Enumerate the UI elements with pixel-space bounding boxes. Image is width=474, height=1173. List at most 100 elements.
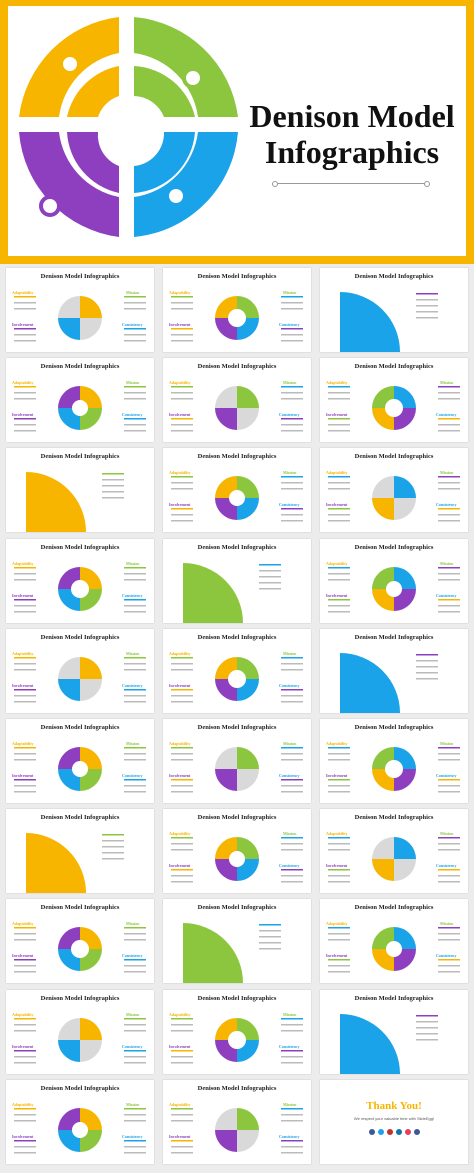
slide-thumbnail-title: Denison Model Infographics bbox=[354, 994, 434, 1002]
slide-thumbnail-graphic bbox=[328, 386, 460, 432]
slide-thumbnail-title: Denison Model Infographics bbox=[197, 363, 277, 371]
slide-thumbnail[interactable]: Denison Model Infographics bbox=[163, 899, 311, 984]
label-mission: Mission bbox=[283, 290, 297, 295]
label-adaptability: Adaptability bbox=[326, 380, 348, 386]
slide-thumbnail[interactable]: Denison Model Infographics bbox=[320, 989, 468, 1074]
label-involvement: Involvement bbox=[169, 412, 191, 418]
label-mission: Mission bbox=[283, 741, 297, 746]
slide-thumbnail-title: Denison Model Infographics bbox=[40, 633, 120, 641]
label-mission: Mission bbox=[440, 560, 454, 566]
slide-thumbnail[interactable]: Denison Model Infographics Adaptability Mi… bbox=[163, 448, 311, 533]
slide-thumbnail-title: Denison Model Infographics bbox=[354, 543, 434, 551]
slide-thumbnail-title: Denison Model Infographics bbox=[354, 724, 434, 731]
label-involvement: Involvement bbox=[12, 773, 34, 778]
slide-thumbnail[interactable]: Denison Model Infographics Adaptability Mi… bbox=[6, 899, 154, 984]
label-consistency: Consistency bbox=[122, 412, 143, 418]
slide-thumbnail-title: Denison Model Infographics bbox=[354, 453, 434, 461]
slide-thumbnail-graphic bbox=[171, 1107, 303, 1154]
label-adaptability: Adaptability bbox=[12, 560, 34, 566]
label-consistency: Consistency bbox=[279, 1043, 300, 1049]
label-involvement: Involvement bbox=[326, 773, 348, 778]
slide-thumbnail-title: Denison Model Infographics bbox=[354, 363, 434, 371]
slide-thumbnail-title: Denison Model Infographics bbox=[40, 453, 120, 461]
hero-title-line2: Infographics bbox=[264, 134, 440, 170]
label-involvement: Involvement bbox=[169, 1133, 191, 1139]
slide-thumbnail-graphic bbox=[328, 837, 460, 883]
hero-slide[interactable]: Denison Model Infographics bbox=[0, 0, 474, 264]
label-involvement: Involvement bbox=[12, 322, 34, 327]
label-consistency: Consistency bbox=[122, 682, 143, 688]
hero-slide-canvas: Denison Model Infographics bbox=[8, 6, 466, 256]
label-involvement: Involvement bbox=[326, 863, 348, 869]
label-consistency: Consistency bbox=[436, 502, 457, 508]
label-involvement: Involvement bbox=[12, 1043, 34, 1049]
slide-thumbnail-title: Denison Model Infographics bbox=[354, 273, 434, 280]
label-mission: Mission bbox=[126, 380, 140, 386]
slide-thumbnail[interactable]: Denison Model Infographics Adaptability Mi… bbox=[320, 538, 468, 623]
slide-thumbnail-title: Denison Model Infographics bbox=[40, 363, 120, 371]
slide-thumbnail[interactable]: Denison Model Infographics Adaptability Mi… bbox=[6, 268, 154, 352]
slide-thumbnail-graphic bbox=[14, 1107, 146, 1154]
slide-thumbnail[interactable]: Denison Model Infographics Adaptability Mi… bbox=[163, 628, 311, 713]
slide-thumbnail-graphic bbox=[171, 656, 303, 703]
slide-thumbnail-title: Denison Model Infographics bbox=[197, 904, 277, 912]
label-consistency: Consistency bbox=[279, 1133, 300, 1139]
hero-title: Denison Model Infographics bbox=[236, 98, 468, 170]
label-mission: Mission bbox=[126, 1011, 140, 1017]
slide-thumbnail[interactable]: Denison Model Infographics Adaptability Mi… bbox=[320, 719, 468, 803]
slide-thumbnail[interactable]: Denison Model Infographics Adaptability Mi… bbox=[6, 719, 154, 803]
slide-thumbnail-graphic bbox=[14, 386, 146, 432]
label-adaptability: Adaptability bbox=[12, 741, 34, 746]
slide-thumbnail[interactable]: Denison Model Infographics Adaptability Mi… bbox=[320, 448, 468, 533]
slide-thumbnail[interactable]: Denison Model Infographics Adaptability Mi… bbox=[6, 989, 154, 1074]
label-mission: Mission bbox=[440, 470, 454, 476]
label-consistency: Consistency bbox=[122, 322, 143, 327]
label-mission: Mission bbox=[283, 831, 297, 837]
slide-thumbnail[interactable]: Denison Model Infographics Adaptability Mi… bbox=[163, 989, 311, 1074]
label-mission: Mission bbox=[440, 831, 454, 837]
label-adaptability: Adaptability bbox=[169, 831, 191, 837]
label-consistency: Consistency bbox=[279, 502, 300, 508]
slide-thumbnail[interactable]: Denison Model Infographics Adaptability Mi… bbox=[6, 1079, 154, 1164]
slide-thumbnail[interactable]: Denison Model Infographics Adaptability Mi… bbox=[6, 538, 154, 623]
label-mission: Mission bbox=[126, 650, 140, 656]
slide-thumbnail-graphic bbox=[171, 386, 303, 432]
thank-you-subtitle: We respect your valuable time with Slide… bbox=[353, 1115, 435, 1121]
slide-thumbnail-graphic bbox=[183, 923, 281, 984]
slide-thumbnail[interactable]: Denison Model Infographics Adaptability Mi… bbox=[6, 358, 154, 443]
slide-thumbnail[interactable]: Denison Model Infographics bbox=[320, 628, 468, 713]
slide-thumbnail[interactable]: Denison Model Infographics bbox=[163, 538, 311, 623]
slide-thumbnail[interactable]: Denison Model Infographics Adaptability Mi… bbox=[6, 628, 154, 713]
slide-thumbnail-graphic bbox=[328, 566, 460, 613]
slide-thumbnail[interactable]: Denison Model Infographics Adaptability Mi… bbox=[163, 809, 311, 894]
slide-thumbnail[interactable]: Denison Model Infographics bbox=[6, 448, 154, 533]
slide-thumbnail[interactable]: Denison Model Infographics Adaptability Mi… bbox=[163, 268, 311, 352]
label-adaptability: Adaptability bbox=[326, 921, 348, 927]
slide-thumbnail[interactable]: Denison Model Infographics Adaptability Mi… bbox=[320, 899, 468, 984]
label-mission: Mission bbox=[283, 1101, 297, 1107]
label-adaptability: Adaptability bbox=[169, 470, 191, 476]
slide-thumbnail[interactable]: Denison Model Infographics Adaptability Mi… bbox=[320, 809, 468, 894]
slide-thumbnail-graphic bbox=[328, 476, 460, 522]
slide-thumbnail[interactable]: Denison Model Infographics Adaptability Mi… bbox=[320, 358, 468, 443]
label-mission: Mission bbox=[126, 560, 140, 566]
slide-thumbnail-graphic bbox=[14, 656, 146, 703]
slide-thumbnail[interactable]: Denison Model Infographics Adaptability Mi… bbox=[163, 1079, 311, 1164]
slide-thumbnail-graphic bbox=[328, 927, 460, 973]
label-mission: Mission bbox=[283, 470, 297, 476]
slide-thumbnail-title: Denison Model Infographics bbox=[40, 904, 120, 912]
label-involvement: Involvement bbox=[12, 412, 34, 418]
slide-thumbnail-title: Denison Model Infographics bbox=[197, 1084, 277, 1092]
label-mission: Mission bbox=[283, 650, 297, 656]
slide-thumbnail[interactable]: Denison Model Infographics bbox=[320, 268, 468, 352]
slide-thumbnail[interactable]: Thank You! We respect your valuable time … bbox=[320, 1079, 468, 1164]
slide-thumbnail[interactable]: Denison Model Infographics Adaptability Mi… bbox=[163, 719, 311, 803]
slide-thumbnail-title: Denison Model Infographics bbox=[354, 633, 434, 641]
hero-divider bbox=[272, 181, 430, 187]
slide-thumbnail-graphic bbox=[340, 292, 438, 352]
label-mission: Mission bbox=[126, 290, 140, 295]
slide-thumbnail[interactable]: Denison Model Infographics bbox=[6, 809, 154, 894]
slide-thumbnail[interactable]: Denison Model Infographics Adaptability Mi… bbox=[163, 358, 311, 443]
label-consistency: Consistency bbox=[279, 412, 300, 418]
slide-thumbnail-graphic bbox=[14, 927, 146, 973]
